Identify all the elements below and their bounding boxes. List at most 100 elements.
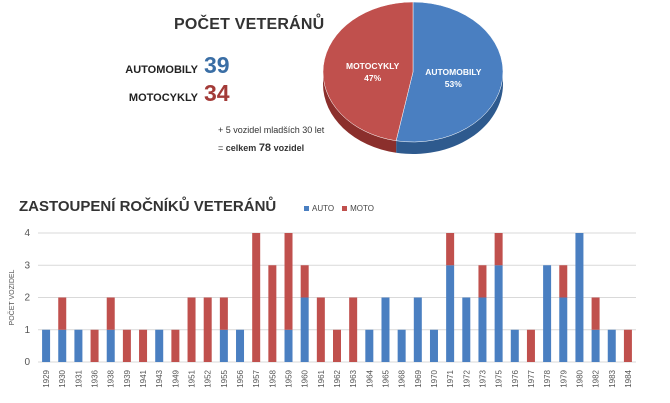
legend-swatch-auto: [304, 206, 309, 211]
bar-moto-1941: [139, 329, 148, 362]
x-tick-label: 1969: [414, 369, 423, 387]
pie-percent-motocykly: 47%: [364, 73, 381, 83]
bar-auto-1968: [397, 329, 406, 362]
bar-moto-1975: [494, 233, 503, 266]
note-vozidel: vozidel: [273, 143, 305, 153]
pie-slice-motocykly: [322, 1, 414, 142]
note-total: = celkem 78 vozidel: [218, 142, 304, 154]
bar-moto-1971: [446, 233, 455, 266]
motocykly-label: MOTOCYKLY: [128, 92, 198, 104]
note-total-value: 78: [258, 142, 272, 154]
bar-moto-1982: [591, 297, 600, 330]
bar-auto-1943: [155, 329, 164, 362]
x-tick-label: 1968: [398, 369, 407, 387]
legend-label-moto: MOTO: [350, 204, 374, 213]
y-tick-label: 3: [24, 260, 30, 271]
bar-moto-1938: [106, 297, 115, 330]
x-tick-label: 1982: [592, 369, 601, 387]
bar-moto-1973: [478, 265, 487, 298]
x-tick-label: 1979: [559, 369, 568, 387]
x-tick-label: 1980: [575, 369, 584, 387]
x-tick-label: 1941: [139, 369, 148, 387]
x-tick-label: 1975: [495, 369, 504, 387]
bar-auto-1929: [42, 329, 51, 362]
x-tick-label: 1973: [478, 369, 487, 387]
bar-auto-1979: [559, 297, 568, 362]
bar-auto-1972: [462, 297, 471, 362]
bar-moto-1984: [623, 329, 632, 362]
motocykly-value: 34: [204, 80, 230, 106]
bar-auto-1956: [236, 329, 245, 362]
x-tick-label: 1955: [220, 369, 229, 387]
bar-auto-1975: [494, 265, 503, 362]
x-tick-label: 1963: [349, 369, 358, 387]
bar-chart-title: ZASTOUPENÍ ROČNÍKŮ VETERÁNŮ: [19, 198, 277, 215]
x-tick-label: 1930: [58, 369, 67, 387]
x-tick-label: 1938: [107, 369, 116, 387]
x-tick-label: 1971: [446, 369, 455, 387]
legend-item-auto: AUTO: [304, 204, 334, 213]
automobily-count-row: AUTOMOBILY 39: [100, 52, 230, 79]
x-tick-label: 1965: [381, 369, 390, 387]
bar-auto-1973: [478, 297, 487, 362]
bar-moto-1961: [316, 297, 325, 362]
legend-label-auto: AUTO: [312, 204, 335, 213]
bar-auto-1959: [284, 329, 293, 362]
x-tick-label: 1958: [268, 369, 277, 387]
y-tick-label: 1: [24, 325, 30, 336]
bar-moto-1949: [171, 329, 180, 362]
x-tick-label: 1977: [527, 369, 536, 387]
legend-swatch-moto: [342, 206, 348, 211]
bar-moto-1930: [58, 297, 67, 330]
bar-moto-1977: [526, 329, 535, 362]
automobily-label: AUTOMOBILY: [125, 64, 198, 76]
bar-auto-1960: [300, 297, 309, 362]
x-tick-label: 1962: [333, 369, 342, 387]
bar-auto-1970: [429, 329, 438, 362]
x-tick-label: 1978: [543, 369, 552, 387]
x-tick-label: 1972: [462, 369, 471, 387]
x-tick-label: 1961: [317, 369, 326, 387]
bar-auto-1980: [575, 233, 584, 362]
x-tick-label: 1984: [624, 369, 633, 387]
x-tick-label: 1951: [188, 369, 197, 387]
bar-moto-1952: [203, 297, 212, 362]
x-tick-label: 1956: [236, 369, 245, 387]
x-tick-label: 1970: [430, 369, 439, 387]
pie-chart: AUTOMOBILY 53% MOTOCYKLY 47%: [322, 1, 504, 154]
x-tick-label: 1960: [301, 369, 310, 387]
bar-moto-1936: [90, 329, 99, 362]
pie-label-automobily: AUTOMOBILY: [425, 67, 482, 77]
bar-auto-1971: [446, 265, 455, 362]
bar-auto-1978: [543, 265, 552, 362]
bar-moto-1957: [252, 233, 261, 362]
bar-moto-1963: [349, 297, 358, 362]
x-tick-label: 1959: [285, 369, 294, 387]
bar-moto-1960: [300, 265, 309, 298]
pie-side-motocykly: [323, 72, 397, 153]
x-tick-label: 1936: [91, 369, 100, 387]
bar-auto-1930: [58, 329, 67, 362]
pie-side-automobily: [396, 72, 503, 154]
bar-auto-1931: [74, 329, 83, 362]
y-tick-label: 0: [24, 357, 30, 368]
x-tick-label: 1949: [171, 369, 180, 387]
bar-auto-1955: [219, 329, 228, 362]
pie-percent-automobily: 53%: [445, 79, 462, 89]
y-tick-label: 4: [24, 228, 30, 239]
x-tick-label: 1957: [252, 369, 261, 387]
note-younger-vehicles: + 5 vozidel mladších 30 let: [218, 125, 325, 135]
bar-auto-1964: [365, 329, 374, 362]
y-axis-label: POČET VOZIDEL: [7, 269, 16, 325]
bar-moto-1958: [268, 265, 277, 362]
x-tick-label: 1939: [123, 369, 132, 387]
bar-auto-1938: [106, 329, 115, 362]
bar-moto-1979: [559, 265, 568, 298]
motocykly-count-row: MOTOCYKLY 34: [100, 80, 230, 107]
x-tick-label: 1952: [204, 369, 213, 387]
bar-moto-1962: [333, 329, 341, 362]
automobily-value: 39: [204, 52, 230, 78]
bar-auto-1982: [591, 329, 600, 362]
